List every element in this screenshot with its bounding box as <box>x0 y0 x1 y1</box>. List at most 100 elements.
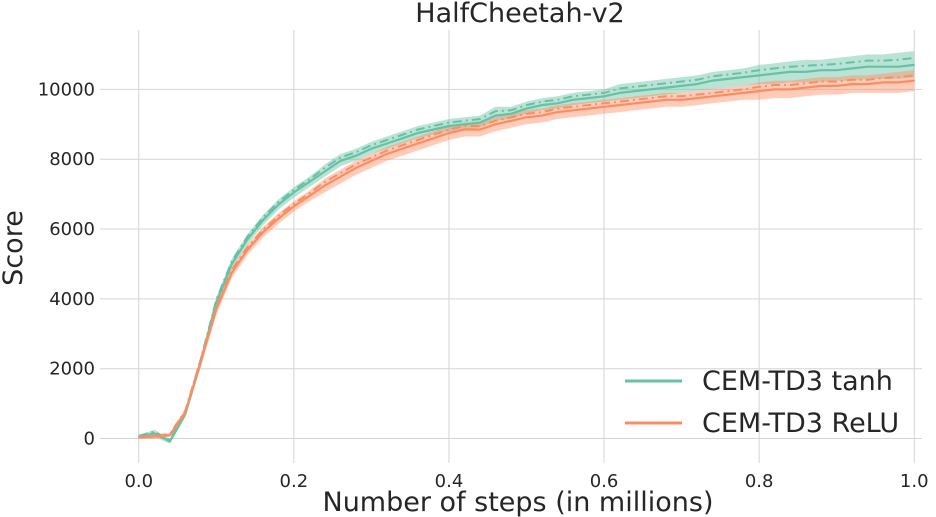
point-cem-td3-relu <box>138 436 140 439</box>
point-cem-td3-tanh <box>913 64 915 66</box>
point-cem-td3-relu <box>370 160 373 162</box>
point-cem-td3-tanh <box>308 181 311 183</box>
point-cem-td3-tanh <box>386 142 388 145</box>
point-cem-td3-relu <box>184 411 187 414</box>
x-tick-label: 0.0 <box>124 471 153 492</box>
point-cem-td3-tanh <box>215 301 218 304</box>
point-cem-td3-tanh <box>246 238 249 241</box>
point-cem-td3-relu <box>432 137 435 140</box>
point-cem-td3-tanh <box>696 83 698 85</box>
line-cem-td3-relu-run <box>138 74 915 438</box>
point-cem-td3-relu <box>401 147 404 150</box>
point-cem-td3-tanh <box>618 92 621 94</box>
point-cem-td3-tanh <box>727 78 729 80</box>
point-cem-td3-tanh <box>634 90 636 92</box>
point-cem-td3-tanh <box>587 97 590 99</box>
point-cem-td3-relu <box>463 128 466 131</box>
point-cem-td3-tanh <box>448 125 450 127</box>
x-tick-label: 1.0 <box>900 471 929 492</box>
point-cem-td3-relu <box>494 123 497 126</box>
point-cem-td3-tanh <box>510 113 512 115</box>
point-cem-td3-tanh <box>665 86 667 89</box>
point-cem-td3-relu <box>603 106 605 108</box>
point-cem-td3-relu <box>417 142 419 145</box>
point-cem-td3-relu <box>262 231 264 234</box>
point-cem-td3-tanh <box>355 154 357 157</box>
legend-label-cem-td3-tanh: CEM-TD3 tanh <box>702 366 893 397</box>
point-cem-td3-tanh <box>293 191 295 194</box>
point-cem-td3-tanh <box>370 147 373 150</box>
point-cem-td3-tanh <box>742 76 745 78</box>
point-cem-td3-relu <box>200 360 202 363</box>
point-cem-td3-relu <box>913 79 915 82</box>
point-cem-td3-tanh <box>851 67 853 70</box>
legend: CEM-TD3 tanh CEM-TD3 ReLU <box>625 366 899 439</box>
point-cem-td3-relu <box>355 167 357 169</box>
point-cem-td3-tanh <box>711 79 714 82</box>
point-cem-td3-relu <box>324 184 326 187</box>
point-cem-td3-relu <box>231 271 233 274</box>
point-cem-td3-tanh <box>866 65 869 68</box>
point-cem-td3-tanh <box>882 65 884 68</box>
point-cem-td3-tanh <box>262 219 264 222</box>
point-cem-td3-tanh <box>789 71 791 73</box>
point-cem-td3-relu <box>339 175 342 178</box>
point-cem-td3-relu <box>696 97 698 99</box>
point-cem-td3-relu <box>572 109 574 112</box>
point-cem-td3-relu <box>479 128 481 131</box>
point-cem-td3-relu <box>634 102 636 105</box>
point-cem-td3-relu <box>618 104 621 106</box>
point-cem-td3-tanh <box>277 203 280 206</box>
point-cem-td3-tanh <box>432 128 435 131</box>
point-cem-td3-relu <box>711 95 714 98</box>
y-axis-label: Score <box>0 210 29 286</box>
y-tick-label: 10000 <box>38 79 95 100</box>
x-tick-label: 0.8 <box>745 471 774 492</box>
point-cem-td3-relu <box>308 195 311 197</box>
point-cem-td3-tanh <box>603 95 605 98</box>
point-cem-td3-relu <box>804 86 807 89</box>
point-cem-td3-relu <box>448 132 450 134</box>
point-cem-td3-relu <box>556 111 559 113</box>
point-cem-td3-tanh <box>556 102 559 105</box>
y-tick-label: 8000 <box>49 149 95 170</box>
point-cem-td3-tanh <box>463 123 466 126</box>
y-tick-label: 2000 <box>49 359 95 380</box>
point-cem-td3-tanh <box>758 74 760 77</box>
legend-label-cem-td3-relu: CEM-TD3 ReLU <box>702 408 899 439</box>
point-cem-td3-tanh <box>401 137 404 140</box>
point-cem-td3-relu <box>851 83 853 85</box>
point-cem-td3-relu <box>897 81 900 84</box>
point-cem-td3-relu <box>153 435 156 438</box>
x-tick-label: 0.2 <box>280 471 309 492</box>
x-axis-label: Number of steps (in millions) <box>323 487 714 517</box>
point-cem-td3-relu <box>680 99 683 101</box>
point-cem-td3-tanh <box>324 170 326 173</box>
point-cem-td3-relu <box>866 83 869 85</box>
point-cem-td3-relu <box>758 90 760 92</box>
point-cem-td3-relu <box>510 120 512 122</box>
point-cem-td3-relu <box>525 116 528 119</box>
x-tick-label: 0.4 <box>435 471 464 492</box>
point-cem-td3-tanh <box>572 99 574 101</box>
point-cem-td3-relu <box>541 114 543 117</box>
tick-labels: 0.0 0.2 0.4 0.6 0.8 1.0 0 2000 4000 6000 8000 10000 <box>38 79 929 492</box>
point-cem-td3-relu <box>386 153 388 155</box>
point-cem-td3-tanh <box>541 104 543 106</box>
point-cem-td3-relu <box>665 99 667 101</box>
point-cem-td3-tanh <box>680 85 683 87</box>
y-tick-label: 4000 <box>49 289 95 310</box>
point-cem-td3-relu <box>742 92 745 94</box>
point-cem-td3-tanh <box>494 114 497 117</box>
point-cem-td3-tanh <box>153 432 156 435</box>
point-cem-td3-relu <box>727 93 729 96</box>
point-cem-td3-relu <box>277 217 280 220</box>
line-cem-td3-tanh-run <box>138 56 915 442</box>
y-tick-label: 0 <box>84 429 95 450</box>
point-cem-td3-tanh <box>479 121 481 124</box>
grid <box>100 30 922 463</box>
point-cem-td3-relu <box>649 100 652 103</box>
point-cem-td3-relu <box>215 308 218 311</box>
